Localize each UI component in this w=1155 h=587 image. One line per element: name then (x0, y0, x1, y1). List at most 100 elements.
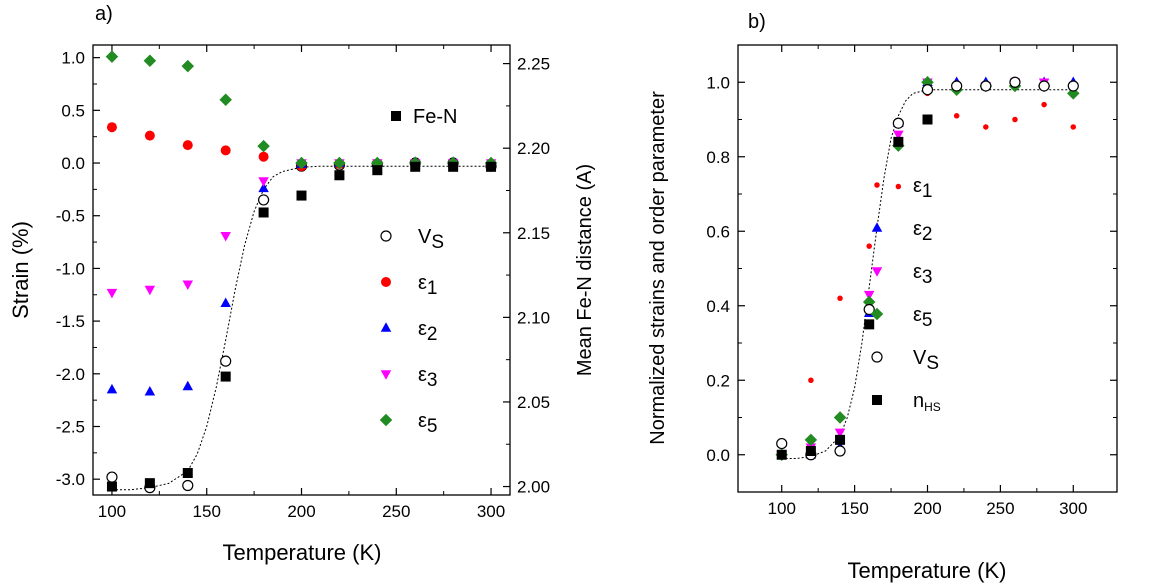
legend-marker (872, 395, 882, 405)
y-tick-label: 0.0 (61, 154, 85, 173)
data-point (866, 243, 872, 249)
legend-symbol: ε (418, 318, 427, 340)
data-point (1012, 116, 1018, 123)
data-point (220, 371, 231, 382)
fit-curve (112, 165, 491, 491)
legend-label: ε1 (418, 272, 438, 299)
legend-subscript: HS (924, 400, 941, 414)
y-tick-label: -1.5 (56, 312, 85, 331)
legend-marker (381, 277, 391, 287)
x-tick-label: 250 (986, 499, 1014, 518)
data-point (182, 280, 194, 290)
legend-subscript: S (431, 232, 444, 253)
data-point (864, 319, 875, 330)
data-point (143, 54, 157, 68)
legend-marker (874, 182, 880, 188)
data-point (834, 428, 846, 439)
data-point (863, 303, 875, 316)
data-point (805, 446, 816, 457)
panel-b: 100 150 200 250 300 0.0 0.2 0.4 0.6 0.8 1.0 Tempera… (647, 11, 1118, 583)
y-tick-label: 1.0 (706, 73, 730, 92)
data-point (220, 297, 231, 307)
data-point (182, 468, 193, 479)
legend-symbol: ε (913, 261, 922, 283)
legend-label: ε5 (913, 304, 933, 331)
y-tick-label: 0.2 (706, 371, 730, 390)
legend-marker (380, 322, 392, 332)
data-point (1067, 80, 1079, 92)
data-point (776, 449, 787, 460)
data-point (893, 136, 904, 147)
data-point (220, 145, 231, 156)
y-tick-label: -0.5 (56, 207, 85, 226)
x-tick-label: 100 (98, 502, 126, 521)
legend-symbol: V (418, 226, 432, 248)
data-point (258, 151, 269, 162)
panel-label: a) (95, 3, 113, 25)
data-point (182, 380, 194, 391)
data-point (372, 165, 383, 176)
data-point (258, 177, 269, 187)
data-point (258, 182, 269, 193)
data-point (776, 437, 788, 450)
y2-tick-label: 2.05 (517, 393, 550, 412)
legend-symbol: ε (418, 272, 427, 294)
legend-subscript: 2 (922, 224, 933, 245)
data-point (893, 130, 904, 141)
data-point (833, 411, 847, 424)
data-point (182, 140, 193, 151)
y2-axis-label: Mean Fe-N distance (A) (574, 164, 596, 376)
y-tick-label: -1.0 (56, 259, 85, 278)
legend-marker (871, 222, 883, 232)
data-point (983, 124, 989, 130)
x-tick-label: 150 (193, 502, 221, 521)
data-point (808, 377, 814, 383)
y2-tick-label: 2.15 (517, 224, 550, 243)
data-point (334, 170, 345, 181)
data-point (921, 84, 934, 96)
y2-tick-label: 2.00 (517, 478, 550, 497)
x-tick-label: 200 (913, 499, 941, 518)
data-point (144, 478, 155, 489)
y-tick-label: -2.5 (56, 417, 85, 436)
data-point (296, 190, 307, 201)
data-point (1038, 80, 1050, 92)
x-tick-label: 150 (840, 499, 868, 518)
legend-label: VS (418, 226, 444, 253)
legend-label: ε3 (913, 261, 933, 288)
legend-label: ε5 (418, 410, 438, 437)
data-point (953, 113, 960, 119)
series-6 (776, 114, 933, 460)
data-point (951, 80, 963, 92)
data-point (980, 80, 992, 92)
legend-subscript: 1 (427, 278, 438, 299)
data-point (804, 433, 818, 447)
legend-subscript: 2 (427, 324, 438, 345)
data-point (486, 161, 497, 172)
data-point (258, 207, 269, 218)
x-tick-label: 300 (477, 502, 505, 521)
legend-label: nHS (913, 390, 941, 414)
y-tick-label: 0.0 (706, 446, 730, 465)
series-5 (776, 76, 1079, 461)
legend-marker (380, 230, 392, 242)
data-point (295, 156, 308, 170)
x-axis-label: Temperature (K) (848, 558, 1007, 583)
data-point (1070, 124, 1077, 130)
series-6 (106, 161, 497, 492)
data-point (106, 383, 118, 394)
legend-symbol: ε (913, 218, 922, 240)
legend-symbol: ε (418, 410, 427, 432)
legend-label: ε2 (913, 218, 933, 245)
data-point (835, 434, 846, 445)
y-axis-label: Strain (%) (8, 221, 33, 319)
data-point (106, 288, 118, 299)
legend-marker (871, 267, 883, 277)
legend-marker (380, 370, 392, 380)
data-point (863, 290, 875, 301)
data-point (144, 385, 156, 396)
y-tick-label: 0.5 (61, 101, 85, 120)
data-point (181, 59, 195, 73)
legend-symbol: ε (913, 304, 922, 326)
